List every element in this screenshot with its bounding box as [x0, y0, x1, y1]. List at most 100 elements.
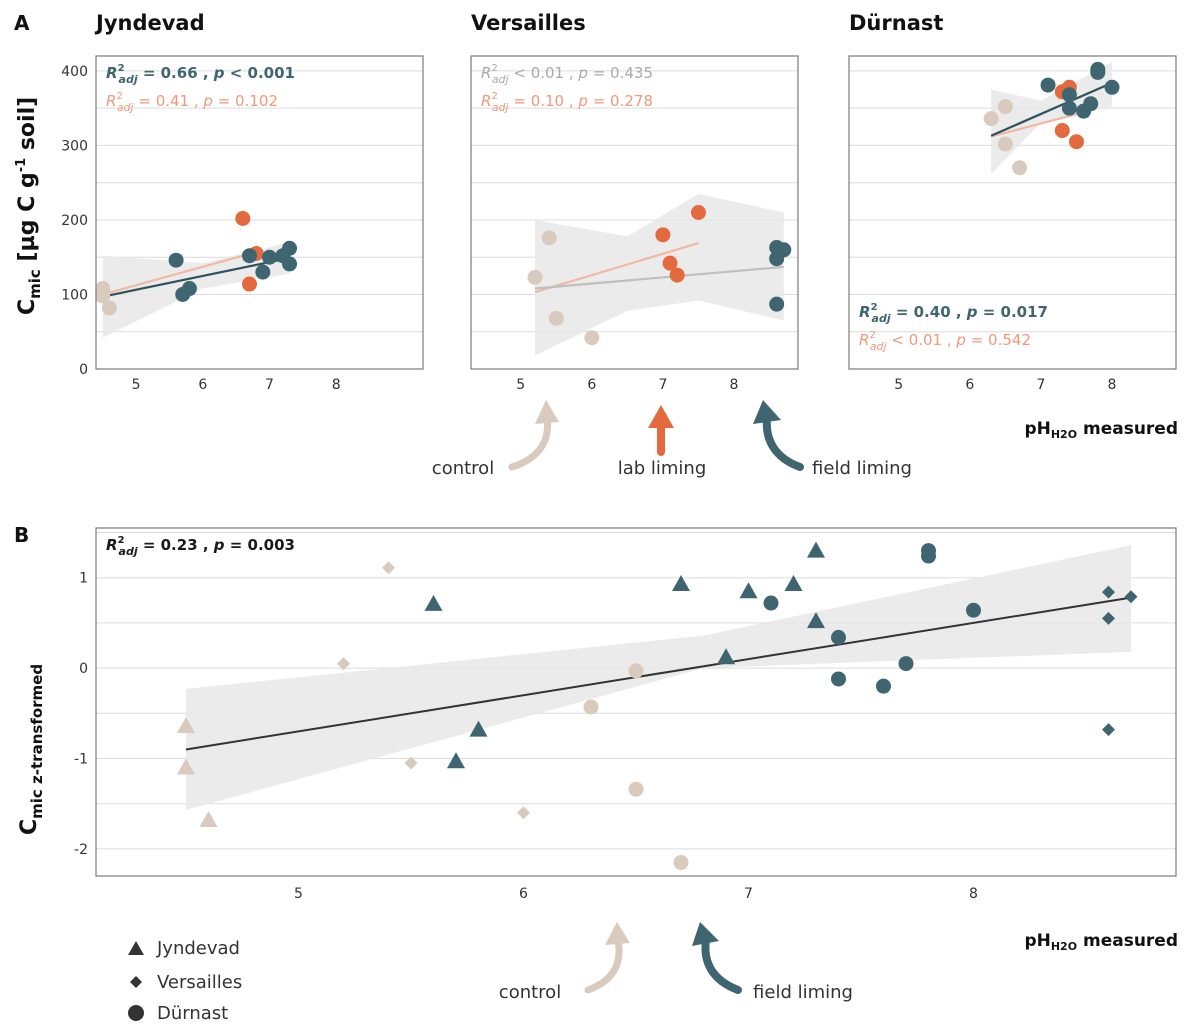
point-3-0-6 — [672, 575, 690, 592]
panel-a-y-axis-label: Cmic [µg C g-1 soil] — [14, 97, 44, 315]
point-0-2-8 — [282, 256, 298, 272]
arrow-label-field-liming-b: field liming — [753, 982, 853, 1003]
point-1-2-2 — [776, 242, 792, 258]
y-tick-label-3-0: -2 — [74, 842, 88, 858]
plot-0: 5 6 7 8 0 100 200 300 400 Jyndevad R2 adj = 0.66 , … — [61, 11, 424, 393]
stat-annotation-2-0: R2 adj = 0.40 , p = 0.017 — [859, 302, 1048, 325]
plot-title-1: Versailles — [471, 11, 586, 35]
point-0-2-2 — [181, 281, 197, 297]
stat-annotation-0-1: R2 adj = 0.41 , p = 0.102 — [106, 91, 278, 114]
plot-frame-3 — [95, 527, 1177, 877]
point-3-1-6 — [1124, 590, 1138, 604]
control-arrow-b-icon — [584, 936, 623, 994]
y-tick-label-0-0: 0 — [79, 362, 88, 378]
x-tick-label-2-3: 8 — [1108, 377, 1117, 393]
plot-1: 5 6 7 8 Versailles R2 adj < 0.01 , p = 0.435 R2… — [470, 11, 799, 393]
panel-b-letter: B — [14, 523, 29, 547]
y-tick-label-3-1: -1 — [74, 751, 88, 767]
point-2-2-6 — [1090, 64, 1106, 80]
point-3-1-3 — [517, 806, 530, 820]
point-3-0-8 — [739, 582, 758, 599]
y-tick-label-0-3: 300 — [61, 138, 88, 154]
point-3-2-4 — [763, 595, 779, 611]
y-tick-label-0-1: 100 — [61, 287, 88, 303]
point-2-0-1 — [997, 99, 1013, 115]
point-0-1-0 — [235, 210, 251, 226]
y-tick-label-0-2: 200 — [61, 213, 88, 229]
point-3-0-1 — [177, 758, 195, 775]
arrow-label-field-liming: field liming — [812, 458, 912, 479]
point-0-2-7 — [282, 240, 298, 256]
point-1-0-1 — [541, 230, 557, 246]
plot-title-0: Jyndevad — [94, 11, 205, 35]
stat-annotation-3-0: R2 adj = 0.23 , p = 0.003 — [106, 535, 295, 558]
point-3-0-9 — [784, 575, 803, 592]
x-tick-label-1-3: 8 — [730, 377, 739, 393]
x-tick-label-1-0: 5 — [516, 377, 525, 393]
point-3-2-1 — [628, 663, 644, 679]
point-3-0-5 — [469, 720, 488, 737]
regression-line-2-1 — [990, 81, 1113, 137]
panel-a-letter: A — [14, 11, 30, 35]
point-1-0-3 — [584, 330, 600, 346]
x-tick-label-1-1: 6 — [587, 377, 596, 393]
point-3-0-3 — [424, 594, 443, 611]
panel-b-plot: 5 6 7 8 -2 -1 0 1 R2 adj = 0.23 , p = 0.003 — [74, 527, 1177, 902]
panel-b-arrows: control field liming — [499, 922, 853, 1003]
legend-label-durnast: Dürnast — [157, 1003, 228, 1024]
point-3-2-10 — [921, 548, 936, 564]
panel-b-x-axis-label: pHH2O measured — [1024, 931, 1178, 953]
x-tick-label-3-1: 6 — [519, 886, 528, 902]
point-2-2-4 — [1083, 96, 1099, 112]
x-tick-label-0-1: 6 — [198, 377, 207, 393]
legend-circle-icon — [128, 1005, 144, 1021]
plot-frame-0 — [95, 55, 424, 370]
plot-3: 5 6 7 8 -2 -1 0 1 R2 adj = 0.23 , p = 0.003 — [74, 527, 1177, 902]
arrow-label-control-b: control — [499, 982, 561, 1003]
y-tick-label-3-3: 1 — [79, 571, 88, 587]
point-1-0-2 — [548, 310, 564, 326]
point-0-0-1 — [95, 288, 111, 304]
point-0-1-2 — [241, 276, 257, 292]
field-liming-arrowhead-icon — [753, 400, 781, 424]
point-2-0-2 — [997, 136, 1013, 152]
regression-line-0-0 — [102, 250, 257, 296]
point-2-2-0 — [1040, 77, 1056, 93]
point-2-0-0 — [983, 111, 999, 127]
regression-line-1-0 — [534, 242, 699, 294]
point-3-0-10 — [807, 541, 825, 558]
arrow-label-lab-liming: lab liming — [618, 458, 707, 479]
field-liming-arrow-icon — [762, 414, 804, 471]
panel-b-y-axis-label: Cmic z-transformed — [17, 664, 46, 835]
regression-line-3-0 — [185, 596, 1132, 751]
point-3-1-4 — [1102, 585, 1115, 599]
legend-label-versailles: Versailles — [157, 972, 242, 993]
control-arrow-icon — [508, 414, 552, 471]
point-3-1-0 — [337, 657, 350, 671]
point-3-0-0 — [177, 716, 195, 733]
point-3-1-5 — [1102, 611, 1115, 625]
stat-annotation-1-0: R2 adj < 0.01 , p = 0.435 — [481, 63, 653, 86]
point-3-1-1 — [382, 561, 395, 575]
point-1-1-3 — [690, 205, 706, 220]
x-tick-label-0-3: 8 — [332, 377, 341, 393]
point-0-2-3 — [241, 248, 257, 264]
legend-triangle-icon — [128, 941, 144, 955]
stat-annotation-0-0: R2 adj = 0.66 , p < 0.001 — [106, 63, 295, 86]
x-tick-label-3-2: 7 — [744, 886, 753, 902]
y-tick-label-0-4: 400 — [61, 64, 88, 80]
regression-line-0-1 — [102, 256, 290, 298]
control-arrowhead-icon — [535, 400, 559, 424]
point-1-1-2 — [669, 267, 685, 283]
point-3-1-7 — [1102, 723, 1115, 737]
legend-label-jyndevad: Jyndevad — [156, 938, 240, 959]
x-tick-label-3-0: 5 — [294, 886, 303, 902]
regression-line-1-1 — [534, 265, 784, 290]
field-liming-arrow-b-icon — [701, 936, 742, 994]
panel-a-arrows: control lab liming field liming — [432, 400, 912, 479]
x-tick-label-2-0: 5 — [894, 377, 903, 393]
point-0-2-5 — [262, 249, 278, 265]
point-2-1-3 — [1068, 134, 1084, 150]
point-3-2-11 — [966, 602, 981, 618]
regression-line-2-0 — [990, 113, 1077, 138]
